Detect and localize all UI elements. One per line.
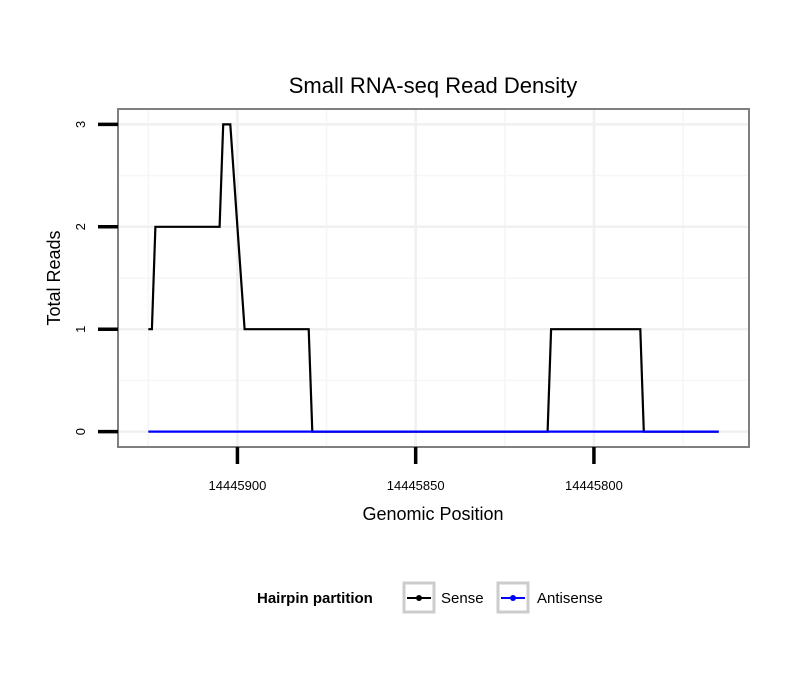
y-axis-label: Total Reads [44, 230, 64, 325]
legend: Hairpin partition Sense Antisense [257, 581, 603, 614]
legend-title: Hairpin partition [257, 590, 373, 607]
legend-dot-sense [416, 595, 422, 601]
grid-lines [118, 109, 749, 447]
x-tick-label: 14445800 [565, 478, 623, 493]
chart-title: Small RNA-seq Read Density [289, 73, 578, 98]
legend-label-sense: Sense [441, 590, 484, 607]
data-series [148, 123, 719, 433]
y-tick-label: 2 [73, 223, 88, 230]
y-tick-label: 1 [73, 326, 88, 333]
legend-item-sense: Sense [402, 581, 484, 614]
y-tick-label: 0 [73, 428, 88, 435]
legend-dot-antisense [510, 595, 516, 601]
axes: 14445900 14445850 14445800 0 1 2 3 [73, 121, 623, 493]
series-line-sense [148, 123, 719, 433]
x-tick-label: 14445850 [387, 478, 445, 493]
plot-panel-border [117, 108, 750, 448]
y-tick-label: 3 [73, 121, 88, 128]
x-axis-label: Genomic Position [362, 504, 503, 524]
legend-label-antisense: Antisense [537, 590, 603, 607]
legend-item-antisense: Antisense [496, 581, 603, 614]
x-tick-label: 14445900 [209, 478, 267, 493]
